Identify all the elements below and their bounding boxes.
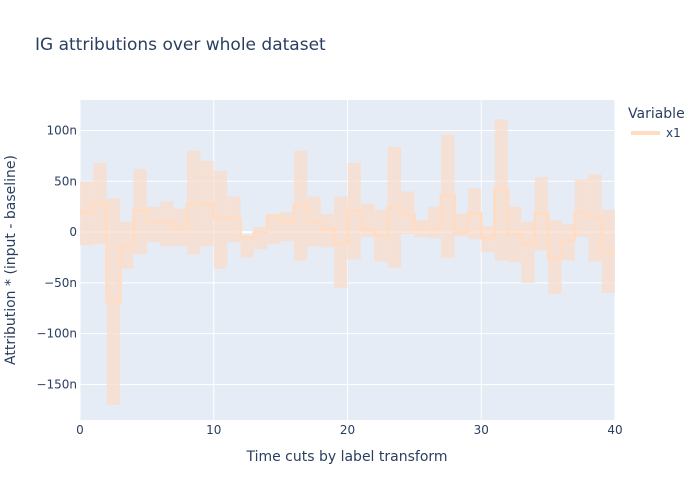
band-segment [267, 215, 281, 245]
band-segment [360, 203, 375, 238]
band-segment [401, 191, 415, 235]
band-segment [240, 235, 254, 258]
x-tick-label: 20 [340, 423, 355, 437]
band-segment [320, 213, 335, 248]
x-tick-label: 0 [76, 423, 84, 437]
band-segment [213, 171, 228, 269]
series-line-layer [80, 187, 615, 304]
y-tick-label: 50n [54, 174, 77, 188]
band-segment [574, 179, 589, 238]
legend[interactable]: Variable x1 [628, 106, 685, 140]
band-segment [454, 213, 468, 237]
y-tick-label: 100n [46, 123, 77, 137]
chart-title: IG attributions over whole dataset [35, 35, 326, 55]
band-segment [307, 196, 321, 247]
x-tick-labels: 0 10 20 30 40 [76, 423, 622, 437]
y-tick-labels: 100n 50n 0 −50n −100n −150n [36, 123, 77, 391]
y-tick-label: −50n [44, 276, 77, 290]
band-segment [253, 226, 268, 250]
x-axis-title: Time cuts by label transform [245, 449, 447, 465]
band-segment [427, 206, 442, 239]
band-segment [521, 221, 535, 283]
series-line-x1[interactable] [80, 187, 615, 304]
band-segment [280, 211, 294, 242]
legend-title: Variable [628, 106, 685, 122]
x-tick-label: 40 [607, 423, 622, 437]
y-tick-label: 0 [69, 225, 77, 239]
y-axis-title: Attribution * (input - baseline) [3, 155, 19, 365]
x-tick-label: 30 [474, 423, 489, 437]
y-tick-label: −100n [36, 327, 77, 341]
band-segment [146, 206, 161, 243]
band-segment [561, 223, 575, 261]
x-tick-label: 10 [206, 423, 221, 437]
y-tick-label: −150n [36, 377, 77, 391]
legend-label-x1: x1 [666, 126, 681, 140]
